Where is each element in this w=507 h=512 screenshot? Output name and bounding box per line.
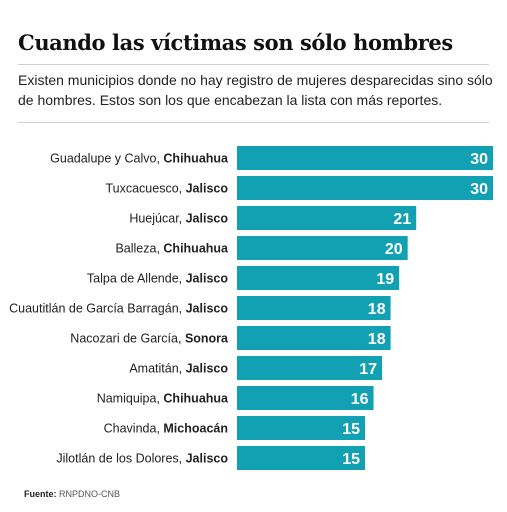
category-label: Guadalupe y Calvo, Chihuahua [50, 152, 229, 166]
category-label: Huejúcar, Jalisco [129, 212, 228, 226]
value-label: 21 [393, 211, 411, 228]
bar-row: Guadalupe y Calvo, Chihuahua 30 [50, 146, 493, 170]
municipio-name: Huejúcar, [129, 212, 185, 226]
title-divider [18, 64, 489, 65]
estado-name: Jalisco [186, 212, 229, 226]
estado-name: Jalisco [186, 182, 229, 196]
value-label: 30 [470, 181, 488, 198]
municipio-name: Balleza, [115, 242, 163, 256]
estado-name: Jalisco [186, 272, 229, 286]
municipio-name: Nacozari de García, [70, 332, 185, 346]
bar [237, 326, 391, 350]
value-label: 15 [342, 421, 360, 438]
value-label: 19 [376, 271, 394, 288]
estado-name: Jalisco [186, 302, 229, 316]
bar [237, 206, 417, 230]
bar [237, 296, 391, 320]
category-label: Tuxcacuesco, Jalisco [105, 182, 228, 196]
bar [237, 176, 493, 200]
bar [237, 446, 365, 470]
estado-name: Jalisco [186, 452, 229, 466]
bar-row: Nacozari de García, Sonora 18 [70, 326, 391, 350]
subtitle-divider [18, 122, 489, 123]
bar-row: Chavinda, Michoacán 15 [104, 416, 365, 440]
value-label: 20 [385, 241, 403, 258]
bar-row: Tuxcacuesco, Jalisco 30 [105, 176, 493, 200]
value-label: 18 [368, 301, 386, 318]
bar-row: Huejúcar, Jalisco 21 [129, 206, 417, 230]
bar [237, 386, 374, 410]
category-label: Jilotlán de los Dolores, Jalisco [56, 452, 228, 466]
bar-row: Cuautitlán de García Barragán, Jalisco 18 [9, 296, 391, 320]
bar-row: Amatitán, Jalisco 17 [129, 356, 383, 380]
municipio-name: Chavinda, [104, 422, 164, 436]
bar-row: Namiquipa, Chihuahua 16 [97, 386, 374, 410]
estado-name: Chihuahua [163, 392, 229, 406]
category-label: Chavinda, Michoacán [104, 422, 228, 436]
source-label: Fuente: [24, 489, 57, 499]
value-label: 18 [368, 331, 386, 348]
municipio-name: Talpa de Allende, [87, 272, 186, 286]
category-label: Talpa de Allende, Jalisco [87, 272, 228, 286]
chart-title: Cuando las víctimas son sólo hombres [18, 30, 453, 55]
value-label: 15 [342, 451, 360, 468]
category-label: Namiquipa, Chihuahua [97, 392, 229, 406]
chart-subtitle: Existen municipios donde no hay registro… [18, 72, 493, 108]
bar-row: Balleza, Chihuahua 20 [115, 236, 408, 260]
bar [237, 236, 408, 260]
municipio-name: Guadalupe y Calvo, [50, 152, 163, 166]
bar-chart: Guadalupe y Calvo, Chihuahua 30Tuxcacuesc… [9, 146, 493, 470]
estado-name: Michoacán [163, 422, 228, 436]
municipio-name: Jilotlán de los Dolores, [56, 452, 185, 466]
value-label: 30 [470, 151, 488, 168]
estado-name: Jalisco [186, 362, 229, 376]
municipio-name: Amatitán, [129, 362, 185, 376]
category-label: Balleza, Chihuahua [115, 242, 229, 256]
category-label: Cuautitlán de García Barragán, Jalisco [9, 302, 228, 316]
source-note: Fuente: RNPDNO-CNB [24, 489, 120, 499]
source-text: RNPDNO-CNB [59, 489, 121, 499]
estado-name: Chihuahua [163, 152, 229, 166]
category-label: Nacozari de García, Sonora [70, 332, 229, 346]
bar-row: Jilotlán de los Dolores, Jalisco 15 [56, 446, 365, 470]
bar [237, 146, 493, 170]
bar [237, 266, 400, 290]
value-label: 16 [351, 391, 369, 408]
estado-name: Chihuahua [163, 242, 229, 256]
municipio-name: Tuxcacuesco, [105, 182, 185, 196]
municipio-name: Cuautitlán de García Barragán, [9, 302, 186, 316]
value-label: 17 [359, 361, 377, 378]
bar [237, 356, 383, 380]
bar-row: Talpa de Allende, Jalisco 19 [87, 266, 400, 290]
municipio-name: Namiquipa, [97, 392, 164, 406]
bar [237, 416, 365, 440]
estado-name: Sonora [185, 332, 229, 346]
category-label: Amatitán, Jalisco [129, 362, 228, 376]
